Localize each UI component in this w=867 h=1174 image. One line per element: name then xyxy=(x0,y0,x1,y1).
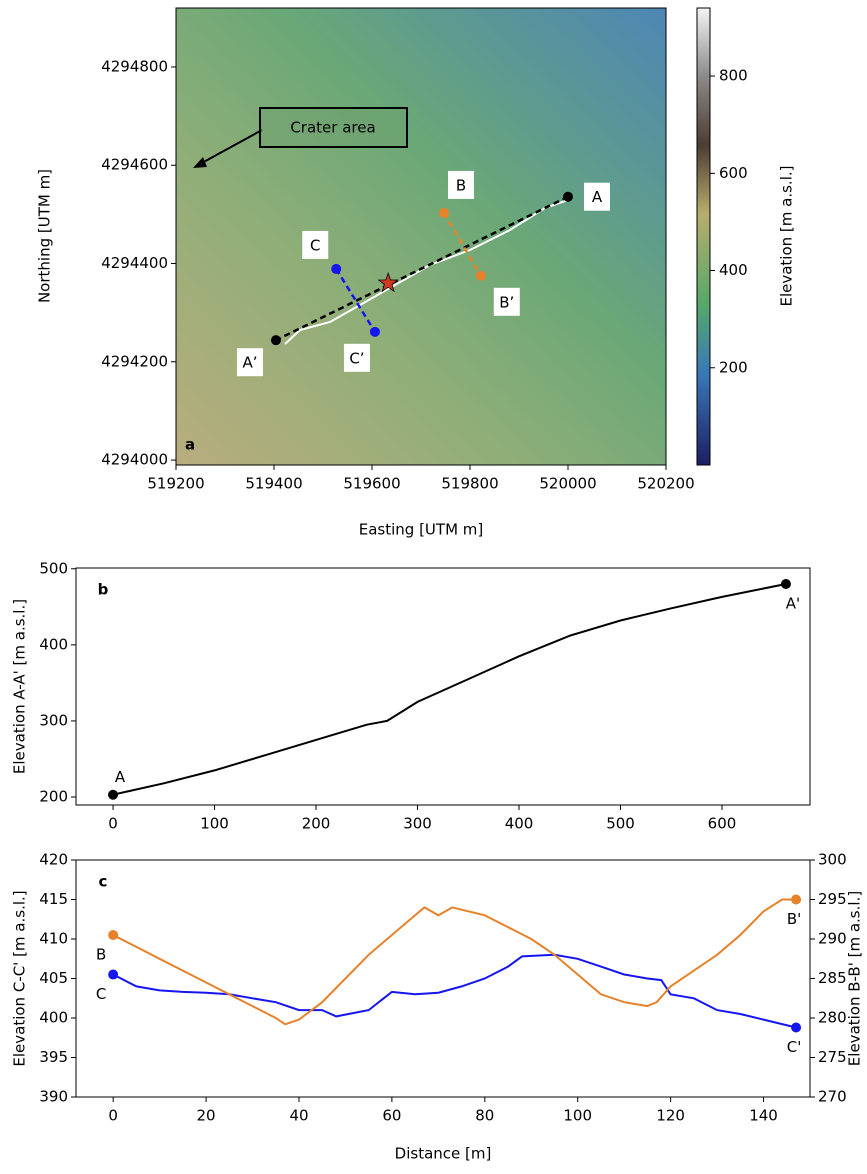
colorbar-tick-label: 800 xyxy=(719,67,748,85)
colorbar-tick-label: 600 xyxy=(719,164,748,182)
x-tick-label: 500 xyxy=(606,815,635,833)
x-axis-label: Easting [UTM m] xyxy=(359,521,484,539)
x-tick-label: 40 xyxy=(289,1107,308,1125)
colorbar xyxy=(697,8,710,465)
x-tick-label: 519400 xyxy=(245,475,302,493)
colorbar-tick-label: 400 xyxy=(719,261,748,279)
x-tick-label: 519200 xyxy=(147,475,204,493)
x-tick-label: 520000 xyxy=(539,475,596,493)
x-tick-label: 120 xyxy=(656,1107,685,1125)
end-point xyxy=(791,1022,801,1032)
profile-end xyxy=(476,271,486,281)
profile-end xyxy=(439,208,449,218)
x-tick-label: 0 xyxy=(108,1107,118,1125)
x-tick-label: 140 xyxy=(749,1107,778,1125)
y-tick-label: 4294600 xyxy=(101,156,168,174)
axis-label: Northing [UTM m] xyxy=(36,169,54,303)
profile-end xyxy=(370,327,380,337)
axis-label: Elevation A-A' [m a.s.l.] xyxy=(11,599,29,774)
x-tick-label: 100 xyxy=(200,815,229,833)
terrain-image xyxy=(176,8,666,465)
y-tick-label: 415 xyxy=(39,890,68,908)
end-label: C' xyxy=(787,1038,802,1056)
end-point xyxy=(108,930,118,940)
x-tick-label: 520200 xyxy=(637,475,694,493)
panel-label: c xyxy=(99,873,108,891)
profile-end xyxy=(563,192,573,202)
profile-end xyxy=(331,264,341,274)
colorbar-tick-label: 200 xyxy=(719,358,748,376)
y-tick-label: 4294400 xyxy=(101,254,168,272)
profile-label: A xyxy=(592,188,603,206)
x-tick-label: 519600 xyxy=(343,475,400,493)
y-tick-label: 4294800 xyxy=(101,57,168,75)
profile-line xyxy=(113,900,796,1025)
y-tick-label: 285 xyxy=(818,969,847,987)
y-tick-label: 290 xyxy=(818,930,847,948)
x-tick-label: 400 xyxy=(505,815,534,833)
x-axis-label: Distance [m] xyxy=(395,1145,492,1163)
axis-label: Elevation [m a.s.l.] xyxy=(778,165,796,306)
x-tick-label: 519800 xyxy=(441,475,498,493)
y-tick-label: 400 xyxy=(39,1009,68,1027)
y-tick-label: 395 xyxy=(39,1048,68,1066)
y-tick-label: 4294200 xyxy=(101,352,168,370)
y-tick-label: 300 xyxy=(818,851,847,869)
end-point xyxy=(791,895,801,905)
y-tick-label: 405 xyxy=(39,969,68,987)
annotation: Crater area xyxy=(290,119,375,137)
end-label: B xyxy=(96,946,106,964)
x-tick-label: 0 xyxy=(108,815,118,833)
profile-label: B’ xyxy=(499,293,514,311)
y-tick-label: 400 xyxy=(39,635,68,653)
profile-end xyxy=(271,335,281,345)
axis-label: Elevation B-B' [m a.s.l.] xyxy=(846,891,864,1066)
y-tick-label: 280 xyxy=(818,1009,847,1027)
y-tick-label: 200 xyxy=(39,788,68,806)
y-tick-label: 270 xyxy=(818,1088,847,1106)
x-tick-label: 60 xyxy=(382,1107,401,1125)
end-label: C xyxy=(96,985,106,1003)
plot-frame xyxy=(76,568,810,805)
y-tick-label: 500 xyxy=(39,559,68,577)
y-tick-label: 420 xyxy=(39,851,68,869)
profile-label: A’ xyxy=(242,354,257,372)
axis-label: Elevation C-C' [m a.s.l.] xyxy=(11,890,29,1066)
end-label: A xyxy=(115,768,126,786)
x-tick-label: 200 xyxy=(302,815,331,833)
panel-label: b xyxy=(98,581,109,599)
end-point xyxy=(781,579,791,589)
y-tick-label: 275 xyxy=(818,1048,847,1066)
end-point xyxy=(108,970,118,980)
end-point xyxy=(108,790,118,800)
end-label: B' xyxy=(787,910,801,928)
x-tick-label: 80 xyxy=(475,1107,494,1125)
y-tick-label: 4294000 xyxy=(101,451,168,469)
y-tick-label: 295 xyxy=(818,890,847,908)
panel-label: a xyxy=(185,436,195,454)
y-tick-label: 300 xyxy=(39,711,68,729)
profile-label: C’ xyxy=(349,349,364,367)
profile-line xyxy=(113,955,796,1028)
x-tick-label: 100 xyxy=(563,1107,592,1125)
plot-frame xyxy=(76,860,810,1097)
profile-label: C xyxy=(310,236,320,254)
end-label: A' xyxy=(786,594,800,612)
x-tick-label: 300 xyxy=(403,815,432,833)
x-tick-label: 20 xyxy=(197,1107,216,1125)
figure: 519200 519400 519600 519800 520000 520200 4294… xyxy=(0,0,867,1174)
profile-label: B xyxy=(456,176,466,194)
y-tick-label: 410 xyxy=(39,930,68,948)
y-tick-label: 390 xyxy=(39,1088,68,1106)
profile-line xyxy=(113,584,786,795)
x-tick-label: 600 xyxy=(708,815,737,833)
